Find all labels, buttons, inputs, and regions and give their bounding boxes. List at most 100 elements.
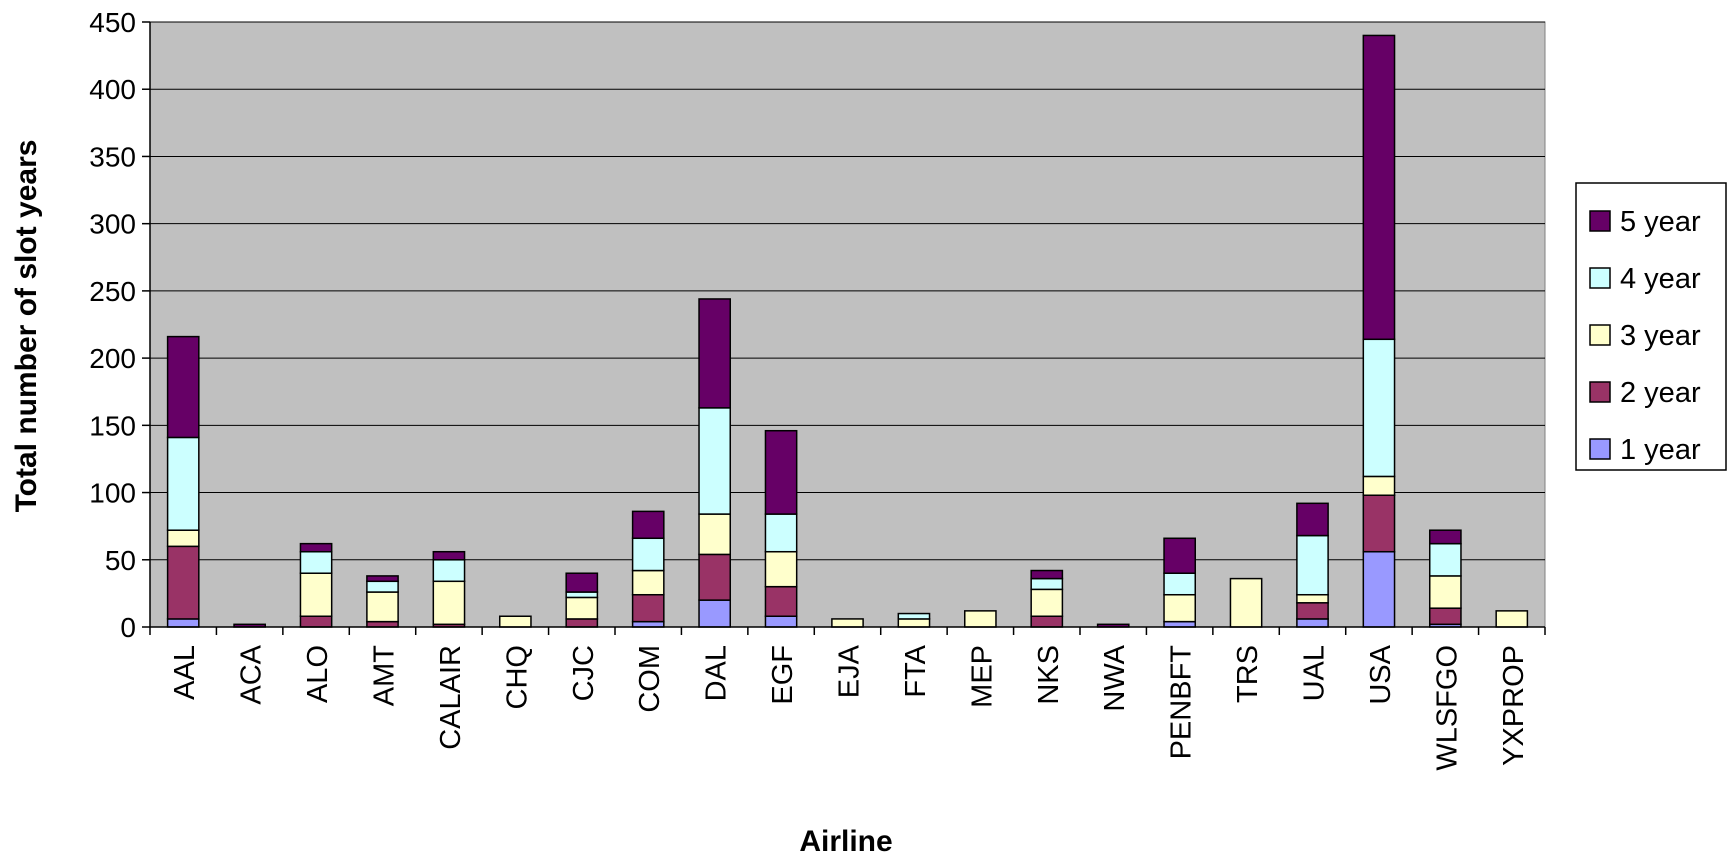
- bar-segment-ual-3-year: [1296, 593, 1329, 604]
- bar-segment-dal-5-year: [698, 298, 732, 409]
- bar-segment-egf-5-year: [764, 429, 798, 515]
- x-tick-label: TRS: [1232, 645, 1264, 703]
- y-tick-label: 250: [89, 276, 136, 307]
- legend-label: 3 year: [1620, 320, 1701, 352]
- bar-stack-ual: [1296, 502, 1329, 628]
- x-tick-label: AAL: [169, 645, 201, 700]
- bar-segment-aal-1-year: [166, 618, 200, 628]
- y-tick-labels: 0 50 100 150 200 250 300 350 400 450: [89, 7, 136, 643]
- y-tick-label: 100: [89, 478, 136, 509]
- bar-segment-aal-5-year: [166, 335, 200, 439]
- bar-segment-dal-4-year: [698, 407, 732, 515]
- bar-stack-cjc: [565, 572, 599, 628]
- x-tick-label: ACA: [236, 644, 268, 704]
- bar-segment-usa-3-year: [1362, 475, 1396, 496]
- legend-swatch: [1589, 210, 1611, 232]
- bar-stack-eja: [831, 618, 864, 628]
- x-tick-label: CJC: [568, 645, 600, 701]
- bar-segment-usa-1-year: [1362, 550, 1396, 628]
- x-tick-label: EGF: [767, 645, 799, 705]
- x-tick-label: CALAIR: [435, 645, 467, 750]
- plot-area: [149, 21, 1546, 628]
- bar-segment-calair-4-year: [432, 559, 466, 583]
- bar-segment-aal-4-year: [166, 436, 200, 531]
- x-tick-label: YXPROP: [1498, 645, 1530, 766]
- bar-segment-usa-5-year: [1362, 34, 1396, 341]
- bar-segment-cjc-3-year: [565, 596, 599, 620]
- bar-stack-egf: [764, 429, 798, 628]
- bar-segment-calair-3-year: [432, 580, 466, 626]
- bar-segment-chq-3-year: [498, 615, 532, 628]
- x-tick-labels: AAL ACA ALO AMT CALAIR CHQ CJC COM DAL EGF EJA FTA M…: [169, 644, 1530, 770]
- y-axis-label: Total number of slot years: [10, 140, 43, 513]
- bar-segment-penbft-3-year: [1163, 593, 1197, 623]
- x-tick-label: PENBFT: [1166, 645, 1198, 760]
- legend-swatch: [1589, 267, 1611, 289]
- bar-stack-nks: [1030, 569, 1064, 628]
- bar-segment-mep-3-year: [963, 610, 997, 628]
- y-tick-label: 450: [89, 7, 136, 38]
- y-tick-label: 350: [89, 141, 136, 172]
- bar-segment-alo-4-year: [299, 550, 333, 574]
- gridlines: [150, 21, 1545, 561]
- legend-swatch: [1589, 324, 1611, 346]
- bar-segment-aal-3-year: [166, 529, 200, 548]
- legend-label: 4 year: [1620, 263, 1701, 295]
- bar-segment-alo-5-year: [299, 542, 333, 553]
- bar-stack-usa: [1362, 34, 1396, 628]
- bar-segment-yxprop-3-year: [1495, 610, 1529, 628]
- bar-segment-usa-4-year: [1362, 338, 1396, 478]
- x-tick-label: UAL: [1299, 645, 1331, 701]
- bar-segment-com-4-year: [631, 537, 665, 572]
- bar-segment-calair-5-year: [432, 550, 466, 561]
- bar-stack-mep: [963, 610, 997, 628]
- x-tick-label: MEP: [966, 645, 998, 708]
- y-tick-label: 300: [89, 209, 136, 240]
- bars: [166, 34, 1529, 628]
- x-tick-label: DAL: [701, 645, 733, 701]
- bar-segment-ual-4-year: [1296, 534, 1329, 596]
- bar-segment-nks-3-year: [1030, 588, 1064, 617]
- bar-stack-aal: [166, 335, 200, 628]
- axes: [142, 21, 1546, 635]
- bar-segment-usa-2-year: [1362, 494, 1396, 553]
- bar-segment-cjc-5-year: [565, 572, 599, 593]
- x-tick-label: ALO: [302, 645, 334, 703]
- legend-label: 2 year: [1620, 377, 1701, 409]
- x-tick-label: AMT: [369, 645, 401, 707]
- bar-segment-egf-2-year: [764, 585, 798, 617]
- bar-stack-dal: [698, 298, 732, 628]
- y-tick-label: 50: [105, 545, 136, 576]
- bar-segment-dal-1-year: [698, 599, 732, 628]
- bar-segment-egf-1-year: [764, 615, 798, 628]
- bar-segment-fta-3-year: [897, 618, 931, 628]
- bar-segment-wlsfgo-2-year: [1428, 607, 1462, 626]
- x-tick-label: USA: [1365, 644, 1397, 704]
- bar-segment-aal-2-year: [166, 545, 200, 620]
- bar-segment-penbft-4-year: [1163, 572, 1197, 596]
- bar-segment-wlsfgo-5-year: [1428, 529, 1462, 545]
- bar-segment-amt-5-year: [366, 575, 399, 583]
- bar-segment-wlsfgo-4-year: [1428, 542, 1462, 577]
- bar-segment-fta-4-year: [897, 612, 931, 620]
- x-tick-label: COM: [634, 645, 666, 713]
- x-tick-label: EJA: [834, 644, 866, 698]
- bar-segment-ual-5-year: [1296, 502, 1329, 537]
- bar-segment-wlsfgo-3-year: [1428, 575, 1462, 609]
- bar-segment-amt-4-year: [366, 580, 399, 593]
- bar-segment-trs-3-year: [1229, 577, 1263, 628]
- bar-segment-alo-2-year: [299, 615, 333, 628]
- bar-segment-com-1-year: [631, 620, 665, 628]
- legend-label: 1 year: [1620, 434, 1701, 466]
- bar-segment-eja-3-year: [831, 618, 864, 628]
- y-tick-label: 150: [89, 410, 136, 441]
- bar-segment-egf-3-year: [764, 550, 798, 588]
- bar-segment-com-3-year: [631, 569, 665, 596]
- legend-swatch: [1589, 438, 1611, 460]
- y-tick-label: 0: [120, 612, 136, 643]
- bar-segment-penbft-5-year: [1163, 537, 1197, 574]
- bar-stack-amt: [366, 575, 399, 628]
- bar-segment-amt-3-year: [366, 591, 399, 623]
